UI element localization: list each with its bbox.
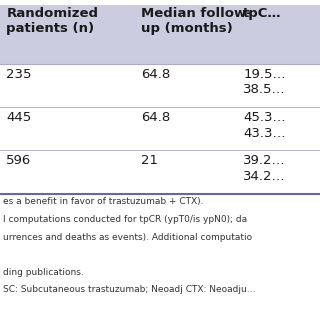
Text: Randomized
patients (n): Randomized patients (n) — [6, 7, 99, 36]
Text: 596: 596 — [6, 154, 32, 167]
Bar — [0, 5, 320, 64]
Text: 64.8: 64.8 — [141, 111, 170, 124]
Text: 235: 235 — [6, 68, 32, 81]
Bar — [0, 64, 320, 107]
Text: 21: 21 — [141, 154, 158, 167]
Bar — [0, 150, 320, 194]
Text: SC: Subcutaneous trastuzumab; Neoadj CTX: Neoadju…: SC: Subcutaneous trastuzumab; Neoadj CTX… — [3, 285, 256, 294]
Text: Median follow-
up (months): Median follow- up (months) — [141, 7, 252, 36]
Text: es a benefit in favor of trastuzumab + CTX).: es a benefit in favor of trastuzumab + C… — [3, 197, 204, 206]
Text: urrences and deaths as events). Additional computatio: urrences and deaths as events). Addition… — [3, 233, 252, 242]
Text: tpC…: tpC… — [243, 7, 282, 20]
Text: l computations conducted for tpCR (ypT0/is ypN0); da: l computations conducted for tpCR (ypT0/… — [3, 215, 247, 224]
Text: 19.5…
38.5…: 19.5… 38.5… — [243, 68, 286, 96]
Text: 445: 445 — [6, 111, 32, 124]
Text: ding publications.: ding publications. — [3, 268, 84, 277]
Text: 39.2…
34.2…: 39.2… 34.2… — [243, 154, 286, 183]
Text: 45.3…
43.3…: 45.3… 43.3… — [243, 111, 286, 140]
Bar — [0, 107, 320, 150]
Text: 64.8: 64.8 — [141, 68, 170, 81]
